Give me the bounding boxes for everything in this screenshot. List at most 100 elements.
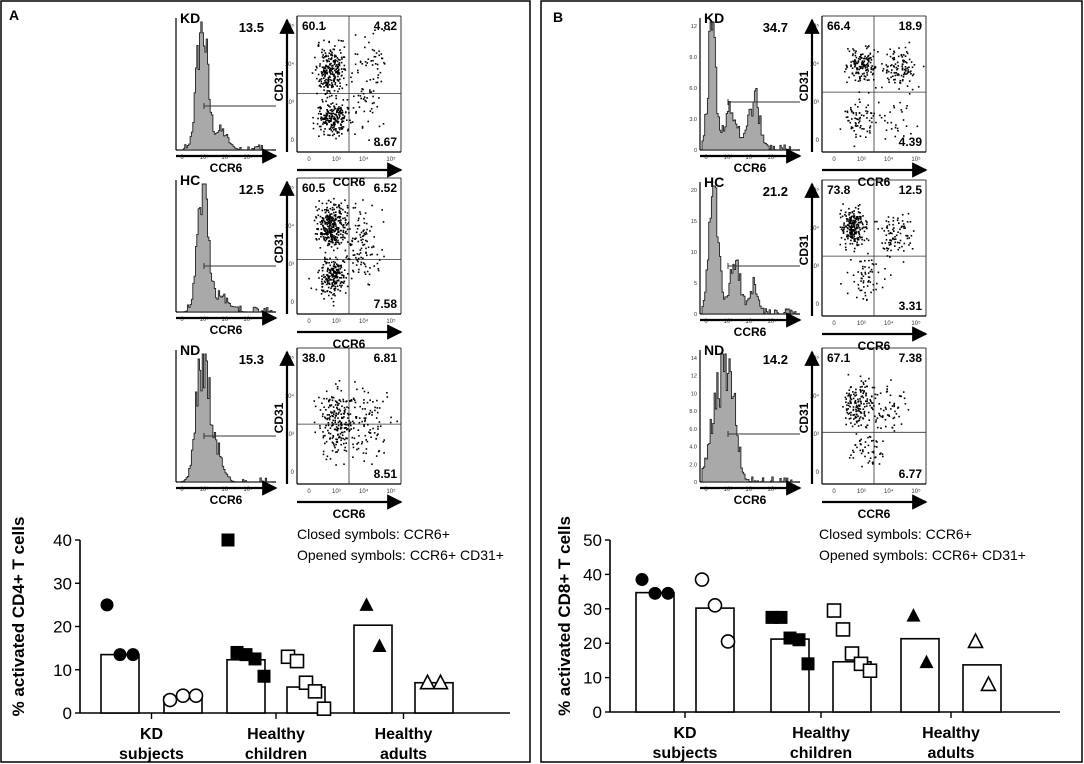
scatter-event	[383, 29, 385, 32]
scatter-event	[852, 397, 855, 400]
scatter-event	[882, 440, 884, 442]
scatter-event	[336, 269, 339, 272]
scatter-event	[321, 289, 323, 291]
scatter-event	[326, 92, 328, 94]
scatter-event	[342, 224, 345, 226]
scatter-event	[858, 204, 861, 206]
scatter-event	[325, 116, 328, 118]
scatter-event	[331, 226, 333, 229]
scatter-event	[338, 209, 341, 212]
scatter-event	[337, 268, 340, 271]
scatter-event	[849, 386, 852, 389]
scatter-event	[333, 281, 335, 283]
scatter-event	[382, 221, 385, 223]
scatter-event	[855, 402, 857, 404]
scatter-event	[335, 256, 337, 259]
scatter-event	[846, 66, 848, 69]
scatter-event	[857, 400, 860, 402]
scatter-event	[334, 280, 336, 283]
scatter-event	[347, 414, 350, 416]
scatter-event	[308, 277, 310, 280]
scatter-event	[345, 256, 348, 259]
scatter-event	[347, 241, 349, 243]
scatter-event	[326, 278, 329, 281]
quadrant-lower-right-value: 6.77	[899, 467, 923, 481]
scatter-event	[371, 111, 374, 114]
scatter-event	[857, 231, 860, 233]
scatter-event	[382, 123, 385, 125]
scatter-event	[338, 264, 340, 267]
scatter-event	[355, 231, 358, 234]
scatter-event	[342, 40, 344, 42]
scatter-event	[338, 207, 341, 209]
scatter-event	[362, 199, 364, 201]
scatter-event	[322, 118, 324, 121]
scatter-event	[377, 450, 380, 453]
data-point-open	[316, 701, 332, 716]
scatter-event	[903, 71, 906, 74]
scatter-event	[868, 276, 871, 279]
scatter-event	[371, 102, 374, 105]
scatter-event	[365, 231, 367, 234]
data-point-open	[162, 692, 178, 708]
scatter-event	[860, 438, 862, 441]
scatter-event	[852, 112, 855, 115]
scatter-event	[340, 127, 342, 129]
scatter-event	[321, 48, 324, 51]
scatter-event	[362, 244, 364, 246]
scatter-event	[333, 124, 336, 127]
scatter-event	[362, 257, 364, 260]
scatter-event	[316, 92, 318, 95]
scatter-event	[850, 402, 852, 404]
scatter-event	[340, 123, 342, 126]
scatter-x-tick-label: 10⁴	[359, 488, 369, 495]
scatter-event	[356, 258, 358, 261]
scatter-event	[351, 72, 353, 74]
scatter-event	[333, 48, 336, 51]
hist-y-tick-label: 4.0	[689, 445, 697, 451]
scatter-event	[875, 419, 877, 421]
scatter-event	[851, 54, 854, 57]
scatter-event	[863, 406, 866, 408]
panel-b-letter: B	[553, 9, 563, 25]
scatter-event	[335, 443, 337, 446]
scatter-event	[863, 239, 866, 242]
scatter-event	[854, 399, 857, 402]
scatter-event	[383, 439, 385, 441]
scatter-event	[346, 437, 348, 440]
scatter-event	[864, 65, 866, 68]
scatter-event	[339, 436, 341, 438]
scatter-event	[333, 80, 335, 83]
scatter-event	[911, 248, 914, 250]
scatter-event	[381, 249, 383, 251]
scatter-event	[341, 109, 344, 112]
scatter-event	[328, 399, 331, 402]
scatter-event	[361, 127, 364, 129]
scatter-event	[327, 111, 330, 114]
scatter-event	[330, 279, 332, 281]
scatter-event	[868, 45, 870, 47]
scatter-event	[876, 441, 878, 443]
x-tick-label: children	[790, 745, 852, 762]
scatter-event	[893, 227, 895, 229]
scatter-event	[327, 216, 329, 219]
scatter-event	[324, 236, 326, 239]
scatter-event	[861, 465, 863, 468]
scatter-event	[849, 400, 851, 402]
scatter-event	[354, 401, 357, 404]
scatter-event	[336, 67, 339, 70]
scatter-event	[341, 434, 344, 437]
scatter-event	[333, 445, 336, 447]
scatter-event	[900, 226, 903, 229]
scatter-event	[856, 62, 858, 64]
scatter-event	[893, 424, 896, 426]
quadrant-upper-left-value: 60.1	[302, 19, 326, 33]
scatter-event	[857, 71, 860, 74]
scatter-event	[340, 207, 342, 210]
scatter-event	[363, 390, 366, 393]
scatter-event	[368, 431, 370, 433]
scatter-event	[320, 228, 323, 231]
scatter-event	[897, 217, 899, 220]
scatter-event	[889, 243, 892, 246]
scatter-event	[852, 274, 855, 276]
